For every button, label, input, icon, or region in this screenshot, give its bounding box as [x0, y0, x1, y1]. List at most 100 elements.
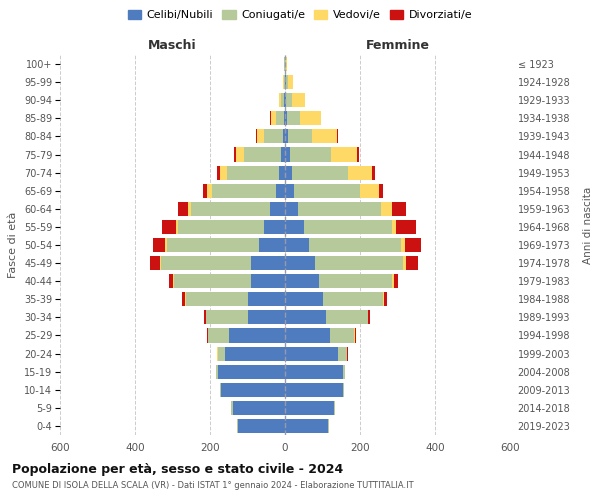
- Bar: [191, 202, 270, 216]
- Bar: [220, 166, 227, 179]
- Bar: [285, 401, 334, 415]
- Bar: [284, 93, 285, 108]
- Text: Femmine: Femmine: [365, 40, 430, 52]
- Bar: [281, 148, 285, 162]
- Bar: [280, 166, 285, 179]
- Bar: [218, 364, 285, 378]
- Bar: [292, 93, 305, 108]
- Bar: [175, 274, 251, 288]
- Bar: [285, 112, 287, 126]
- Bar: [244, 148, 281, 162]
- Bar: [153, 238, 165, 252]
- Bar: [178, 220, 265, 234]
- Bar: [394, 274, 398, 288]
- Bar: [284, 112, 285, 126]
- Bar: [285, 382, 343, 397]
- Bar: [285, 75, 286, 89]
- Bar: [265, 130, 283, 143]
- Bar: [160, 256, 161, 270]
- Bar: [218, 346, 225, 360]
- Bar: [295, 184, 360, 198]
- Bar: [379, 184, 383, 198]
- Bar: [287, 75, 293, 89]
- Bar: [188, 202, 191, 216]
- Bar: [285, 419, 328, 433]
- Bar: [281, 93, 284, 108]
- Bar: [207, 328, 208, 342]
- Bar: [185, 292, 248, 306]
- Bar: [217, 166, 220, 179]
- Bar: [300, 112, 320, 126]
- Bar: [285, 166, 292, 179]
- Bar: [331, 148, 357, 162]
- Bar: [221, 382, 285, 397]
- Bar: [165, 238, 167, 252]
- Bar: [162, 220, 176, 234]
- Bar: [169, 274, 173, 288]
- Bar: [360, 184, 379, 198]
- Bar: [401, 238, 405, 252]
- Bar: [208, 328, 229, 342]
- Bar: [357, 148, 359, 162]
- Bar: [203, 184, 208, 198]
- Bar: [259, 238, 285, 252]
- Text: Anni di nascita: Anni di nascita: [583, 186, 593, 264]
- Bar: [256, 130, 257, 143]
- Bar: [283, 130, 285, 143]
- Bar: [280, 93, 281, 108]
- Bar: [233, 401, 285, 415]
- Bar: [212, 184, 275, 198]
- Bar: [227, 166, 280, 179]
- Bar: [208, 184, 212, 198]
- Text: Maschi: Maschi: [148, 40, 197, 52]
- Bar: [288, 130, 313, 143]
- Bar: [248, 310, 285, 324]
- Bar: [182, 292, 185, 306]
- Bar: [220, 382, 221, 397]
- Bar: [286, 75, 287, 89]
- Bar: [403, 256, 406, 270]
- Bar: [277, 112, 284, 126]
- Bar: [285, 256, 315, 270]
- Bar: [285, 310, 326, 324]
- Bar: [286, 93, 292, 108]
- Legend: Celibi/Nubili, Coniugati/e, Vedovi/e, Divorziati/e: Celibi/Nubili, Coniugati/e, Vedovi/e, Di…: [124, 6, 476, 25]
- Bar: [229, 328, 285, 342]
- Bar: [328, 419, 329, 433]
- Bar: [392, 220, 397, 234]
- Bar: [285, 364, 343, 378]
- Bar: [178, 202, 188, 216]
- Bar: [167, 238, 259, 252]
- Bar: [285, 292, 323, 306]
- Bar: [206, 310, 248, 324]
- Y-axis label: Fasce di età: Fasce di età: [8, 212, 19, 278]
- Bar: [304, 220, 392, 234]
- Bar: [397, 220, 416, 234]
- Bar: [176, 220, 178, 234]
- Bar: [373, 166, 376, 179]
- Bar: [380, 202, 392, 216]
- Bar: [285, 238, 310, 252]
- Bar: [334, 401, 335, 415]
- Bar: [235, 148, 244, 162]
- Bar: [285, 328, 330, 342]
- Bar: [285, 346, 337, 360]
- Bar: [248, 292, 285, 306]
- Bar: [290, 148, 331, 162]
- Bar: [285, 184, 295, 198]
- Bar: [271, 112, 277, 126]
- Bar: [319, 274, 392, 288]
- Bar: [348, 166, 373, 179]
- Bar: [330, 328, 355, 342]
- Bar: [161, 256, 251, 270]
- Bar: [265, 220, 285, 234]
- Text: COMUNE DI ISOLA DELLA SCALA (VR) - Dati ISTAT 1° gennaio 2024 - Elaborazione TUT: COMUNE DI ISOLA DELLA SCALA (VR) - Dati …: [12, 481, 413, 490]
- Bar: [173, 274, 175, 288]
- Bar: [287, 112, 300, 126]
- Bar: [225, 346, 285, 360]
- Bar: [310, 238, 401, 252]
- Bar: [275, 184, 285, 198]
- Bar: [149, 256, 160, 270]
- Bar: [313, 130, 337, 143]
- Bar: [315, 256, 403, 270]
